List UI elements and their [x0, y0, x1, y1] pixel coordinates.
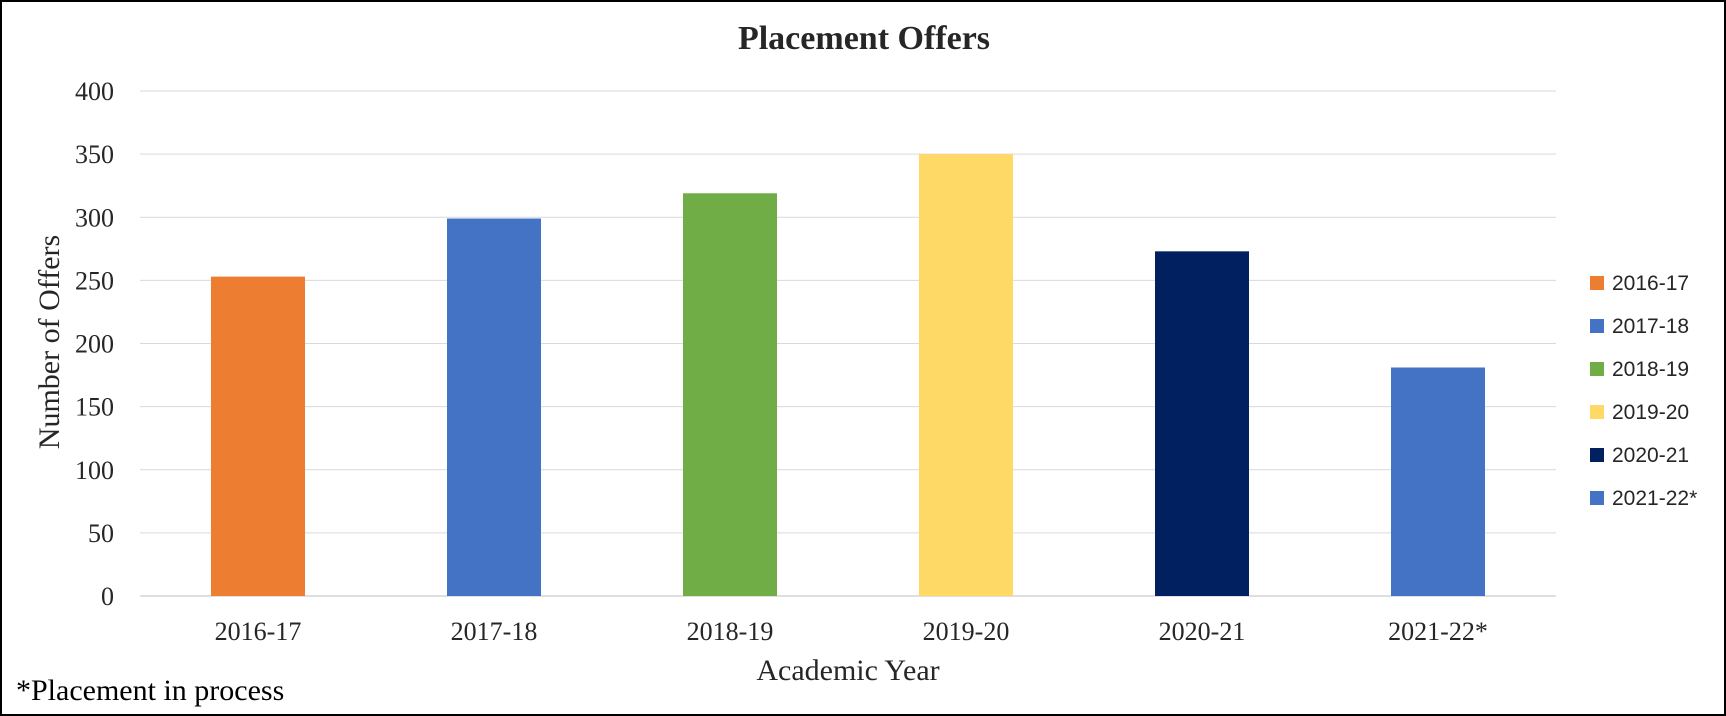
bar-2017-18 — [447, 218, 541, 596]
x-axis-label: Academic Year — [756, 654, 939, 687]
y-tick-label: 300 — [75, 203, 114, 232]
bar-2016-17 — [211, 276, 305, 596]
y-tick-label: 0 — [101, 582, 114, 611]
y-tick-label: 250 — [75, 266, 114, 295]
bar-2020-21 — [1155, 251, 1249, 596]
legend-label: 2019-20 — [1612, 401, 1689, 424]
bar-2018-19 — [683, 193, 777, 596]
bar-2019-20 — [919, 154, 1013, 596]
x-tick-label: 2019-20 — [923, 617, 1010, 646]
x-axis-ticks: 2016-17 2017-18 2018-19 2019-20 2020-21 2021-… — [215, 617, 1488, 646]
x-tick-label: 2017-18 — [451, 617, 538, 646]
y-tick-label: 50 — [88, 519, 114, 548]
y-tick-label: 100 — [75, 456, 114, 485]
y-axis-label: Number of Offers — [33, 235, 66, 449]
legend-label: 2018-19 — [1612, 358, 1689, 381]
x-tick-label: 2016-17 — [215, 617, 302, 646]
legend-label: 2017-18 — [1612, 315, 1689, 338]
bars — [211, 154, 1485, 596]
chart-title: Placement Offers — [738, 20, 990, 57]
legend-swatch — [1590, 491, 1604, 505]
y-tick-label: 400 — [75, 77, 114, 106]
legend-label: 2020-21 — [1612, 444, 1689, 467]
y-tick-label: 350 — [75, 140, 114, 169]
y-tick-label: 200 — [75, 330, 114, 359]
legend-swatch — [1590, 405, 1604, 419]
x-tick-label: 2020-21 — [1159, 617, 1246, 646]
legend-swatch — [1590, 276, 1604, 290]
x-tick-label: 2021-22* — [1388, 617, 1488, 646]
footnote: *Placement in process — [16, 674, 284, 707]
legend-swatch — [1590, 319, 1604, 333]
y-tick-label: 150 — [75, 393, 114, 422]
y-axis-ticks: 0 50 100 150 200 250 300 350 400 — [75, 77, 114, 611]
legend-label: 2016-17 — [1612, 272, 1689, 295]
gridlines — [140, 90, 1556, 597]
legend: 2016-17 2017-18 2018-19 2019-20 2020-21 2021-… — [1590, 272, 1697, 510]
bar-2021-22 — [1391, 367, 1485, 596]
legend-label: 2021-22* — [1612, 487, 1697, 510]
x-tick-label: 2018-19 — [687, 617, 774, 646]
legend-swatch — [1590, 362, 1604, 376]
legend-swatch — [1590, 448, 1604, 462]
